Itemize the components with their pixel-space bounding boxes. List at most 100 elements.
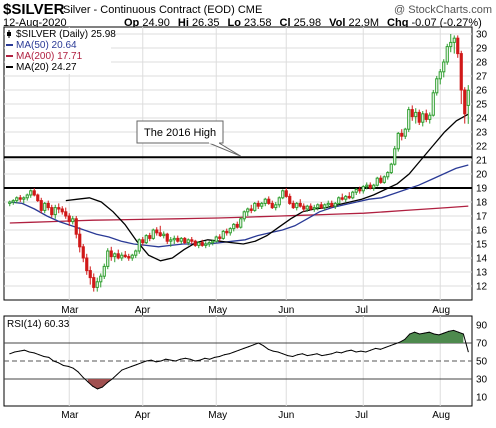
rsi-point bbox=[170, 359, 172, 361]
rsi-tick-label: 10 bbox=[476, 393, 488, 404]
rsi-point bbox=[448, 330, 450, 332]
candle-body bbox=[123, 254, 127, 258]
rsi-point bbox=[238, 349, 240, 351]
month-label: Jul bbox=[355, 305, 368, 316]
candle-body bbox=[456, 37, 460, 55]
candle-body bbox=[179, 237, 183, 242]
candle-body bbox=[120, 254, 124, 259]
legend-entry: MA(50) 20.64 bbox=[16, 40, 77, 51]
candle-body bbox=[144, 235, 148, 244]
candle-body bbox=[298, 202, 302, 207]
candle-body bbox=[25, 194, 29, 199]
candle-body bbox=[382, 176, 386, 183]
price-tick-label: 17 bbox=[476, 212, 488, 223]
rsi-point bbox=[282, 353, 284, 355]
rsi-point bbox=[72, 367, 74, 369]
candle-body bbox=[113, 253, 117, 258]
candle-body bbox=[330, 202, 334, 207]
ma20-line bbox=[65, 113, 469, 262]
candle-body bbox=[267, 198, 271, 204]
candle-body bbox=[232, 223, 236, 230]
rsi-point bbox=[106, 382, 108, 384]
candle-body bbox=[288, 195, 292, 204]
candle-body bbox=[396, 132, 400, 150]
price-tick-label: 16 bbox=[476, 226, 488, 237]
rsi-point bbox=[326, 354, 328, 356]
rsi-month-label: Apr bbox=[135, 410, 151, 421]
ohlc-value: 22.9M bbox=[348, 17, 380, 29]
candle-body bbox=[155, 229, 159, 234]
candle-body bbox=[333, 202, 337, 207]
candle-body bbox=[141, 239, 145, 244]
candle-body bbox=[186, 239, 190, 244]
candle-body bbox=[305, 205, 309, 210]
candle-body bbox=[197, 242, 201, 246]
rsi-point bbox=[360, 350, 362, 352]
price-tick-label: 20 bbox=[476, 170, 488, 181]
candle-body bbox=[431, 92, 435, 116]
rsi-point bbox=[355, 351, 357, 353]
rsi-point bbox=[331, 353, 333, 355]
candle-body bbox=[190, 239, 194, 242]
candle-body bbox=[407, 109, 411, 130]
candle-body bbox=[323, 204, 327, 209]
rsi-point bbox=[97, 388, 99, 390]
candle-body bbox=[239, 218, 243, 228]
rsi-point bbox=[209, 358, 211, 360]
rsi-point bbox=[272, 350, 274, 352]
candle-body bbox=[95, 281, 99, 288]
candle-body bbox=[46, 202, 50, 209]
candle-body bbox=[277, 197, 281, 206]
rsi-point bbox=[33, 352, 35, 354]
rsi-point bbox=[19, 350, 21, 352]
candle-body bbox=[127, 256, 131, 259]
ohlc-label: Cl bbox=[279, 17, 294, 29]
ohlc-value: 24.90 bbox=[142, 17, 170, 29]
candle-body bbox=[15, 197, 19, 202]
rsi-month-label: Mar bbox=[61, 410, 79, 421]
rsi-point bbox=[233, 351, 235, 353]
price-tick-label: 15 bbox=[476, 240, 488, 251]
rsi-point bbox=[38, 354, 40, 356]
month-label: Apr bbox=[135, 305, 151, 316]
price-tick-label: 25 bbox=[476, 100, 488, 111]
rsi-legend: RSI(14) 60.33 bbox=[7, 319, 70, 330]
rsi-point bbox=[184, 357, 186, 359]
rsi-point bbox=[399, 341, 401, 343]
rsi-point bbox=[379, 348, 381, 350]
candle-body bbox=[8, 201, 12, 204]
rsi-point bbox=[248, 346, 250, 348]
rsi-point bbox=[345, 350, 347, 352]
candle-body bbox=[410, 109, 414, 118]
rsi-point bbox=[418, 333, 420, 335]
rsi-point bbox=[87, 381, 89, 383]
rsi-point bbox=[116, 374, 118, 375]
rsi-point bbox=[92, 385, 94, 387]
candle-body bbox=[421, 113, 425, 123]
rsi-point bbox=[375, 347, 377, 349]
rsi-point bbox=[267, 348, 269, 350]
candle-body bbox=[235, 223, 239, 228]
rsi-point bbox=[165, 358, 167, 360]
rsi-point bbox=[340, 352, 342, 354]
rsi-point bbox=[350, 349, 352, 351]
rsi-point bbox=[218, 356, 220, 357]
candle-body bbox=[29, 190, 33, 196]
candle-body bbox=[11, 200, 15, 203]
rsi-point bbox=[301, 353, 303, 355]
candle-body bbox=[263, 198, 267, 204]
rsi-point bbox=[389, 345, 391, 347]
candle-body bbox=[302, 205, 306, 210]
price-tick-label: 30 bbox=[476, 30, 488, 41]
rsi-tick-label: 70 bbox=[476, 339, 488, 350]
price-tick-label: 14 bbox=[476, 254, 488, 265]
candle-body bbox=[337, 197, 341, 204]
ohlc-label: Op bbox=[124, 17, 143, 29]
candle-body bbox=[134, 250, 138, 256]
candle-body bbox=[176, 237, 180, 242]
annotation-text: The 2016 High bbox=[144, 127, 216, 139]
rsi-tick-label: 30 bbox=[476, 375, 488, 386]
rsi-tick-label: 50 bbox=[476, 357, 488, 368]
price-tick-label: 18 bbox=[476, 198, 488, 209]
rsi-point bbox=[9, 353, 11, 355]
